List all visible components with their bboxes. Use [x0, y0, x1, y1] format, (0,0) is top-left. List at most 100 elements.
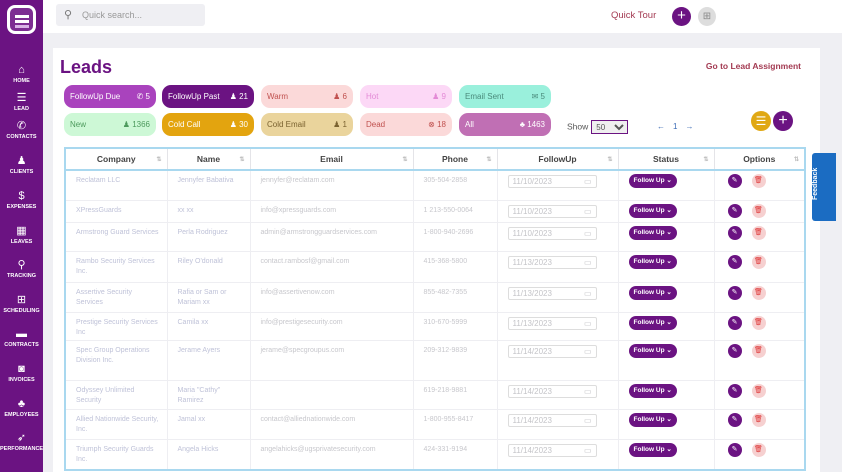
- status-dropdown[interactable]: Follow Up ⌄: [628, 442, 677, 457]
- followup-date-input[interactable]: 11/14/2023 ▭: [507, 344, 597, 358]
- sort-icon[interactable]: ⇅: [402, 157, 408, 163]
- sidebar-item-leaves[interactable]: ▦ LEAVES: [0, 225, 43, 245]
- column-header-phone[interactable]: Phone ⇅: [412, 147, 498, 171]
- company-cell[interactable]: Allied Nationwide Security, Inc.: [64, 408, 168, 440]
- delete-icon[interactable]: 🗑: [751, 285, 766, 300]
- filter-email-sent[interactable]: Email Sent ✉ 5: [459, 85, 551, 108]
- sidebar-item-tracking[interactable]: ⚲ TRACKING: [0, 259, 43, 279]
- company-cell[interactable]: Armstrong Guard Services: [64, 221, 168, 252]
- prev-page-button[interactable]: ←: [657, 122, 673, 131]
- filter-cold-email[interactable]: Cold Email ♟ 1: [261, 113, 353, 136]
- edit-icon[interactable]: ✎: [727, 174, 742, 188]
- add-lead-button[interactable]: +: [773, 111, 793, 131]
- company-cell[interactable]: Rambo Security Services Inc.: [64, 250, 168, 283]
- followup-date-input[interactable]: 11/14/2023 ▭: [507, 384, 597, 398]
- sidebar-item-expenses[interactable]: $ EXPENSES: [0, 190, 43, 210]
- filter-new[interactable]: New ♟ 1366: [64, 113, 156, 136]
- column-header-options[interactable]: Options ⇅: [713, 147, 806, 171]
- status-dropdown[interactable]: Follow Up ⌄: [628, 412, 677, 427]
- delete-icon[interactable]: 🗑: [751, 343, 766, 358]
- table-row[interactable]: Armstrong Guard Services Perla Rodriguez…: [64, 221, 806, 252]
- search-input[interactable]: ⚲ Quick search...: [56, 4, 205, 26]
- status-dropdown[interactable]: Follow Up ⌄: [628, 315, 677, 330]
- edit-icon[interactable]: ✎: [727, 285, 742, 300]
- edit-icon[interactable]: ✎: [727, 315, 742, 330]
- company-cell[interactable]: Prestige Security Services Inc: [64, 311, 168, 341]
- sidebar-item-invoices[interactable]: ◙ INVOICES: [0, 363, 43, 383]
- followup-date-input[interactable]: 11/10/2023 ▭: [507, 204, 597, 218]
- delete-icon[interactable]: 🗑: [751, 174, 766, 188]
- sort-icon[interactable]: ⇅: [239, 157, 245, 163]
- filter-all[interactable]: All ♣ 1463: [459, 113, 551, 136]
- followup-date-input[interactable]: 11/14/2023 ▭: [507, 413, 597, 427]
- delete-icon[interactable]: 🗑: [751, 225, 766, 240]
- followup-date-input[interactable]: 11/10/2023 ▭: [507, 175, 597, 188]
- table-row[interactable]: Allied Nationwide Security, Inc. Jamal x…: [64, 408, 806, 440]
- sort-icon[interactable]: ⇅: [607, 157, 613, 163]
- feedback-tab[interactable]: Feedback: [812, 153, 836, 221]
- sort-icon[interactable]: ⇅: [156, 157, 162, 163]
- followup-date-input[interactable]: 11/13/2023 ▭: [507, 316, 597, 330]
- status-dropdown[interactable]: Follow Up ⌄: [628, 203, 677, 218]
- filter-hot[interactable]: Hot ♟ 9: [360, 85, 452, 108]
- page-number[interactable]: 1: [673, 122, 686, 131]
- edit-icon[interactable]: ✎: [727, 442, 742, 457]
- company-cell[interactable]: Triumph Security Guards Inc.: [64, 438, 168, 471]
- sidebar-item-lead[interactable]: ☰ LEAD: [0, 92, 43, 112]
- quick-tour-link[interactable]: Quick Tour: [611, 10, 657, 21]
- next-page-button[interactable]: →: [685, 122, 702, 131]
- status-dropdown[interactable]: Follow Up ⌄: [628, 254, 677, 269]
- status-dropdown[interactable]: Follow Up ⌄: [628, 225, 677, 240]
- company-cell[interactable]: Assertive Security Services: [64, 281, 168, 313]
- table-row[interactable]: Reclatam LLC Jennyfer Babativa jennyfer@…: [64, 169, 806, 201]
- company-cell[interactable]: Reclatam LLC: [64, 169, 168, 201]
- followup-date-input[interactable]: 11/10/2023 ▭: [507, 226, 597, 240]
- add-icon[interactable]: +: [672, 7, 691, 26]
- table-row[interactable]: Spec Group Operations Division Inc. Jera…: [64, 339, 806, 381]
- edit-icon[interactable]: ✎: [727, 203, 742, 218]
- delete-icon[interactable]: 🗑: [751, 412, 766, 427]
- table-row[interactable]: Rambo Security Services Inc. Riley O'don…: [64, 250, 806, 283]
- edit-icon[interactable]: ✎: [727, 254, 742, 269]
- apps-grid-icon[interactable]: ⊞: [698, 7, 716, 26]
- page-size-select[interactable]: 50: [591, 120, 629, 134]
- table-row[interactable]: Triumph Security Guards Inc. Angela Hick…: [64, 438, 806, 471]
- edit-icon[interactable]: ✎: [727, 225, 742, 240]
- status-dropdown[interactable]: Follow Up ⌄: [628, 343, 677, 358]
- delete-icon[interactable]: 🗑: [751, 442, 766, 457]
- column-header-company[interactable]: Company ⇅: [64, 147, 168, 171]
- company-cell[interactable]: XPressGuards: [64, 199, 168, 223]
- column-header-status[interactable]: Status ⇅: [617, 147, 715, 171]
- company-cell[interactable]: Odyssey Unlimited Security: [64, 379, 168, 410]
- column-header-followup[interactable]: FollowUp ⇅: [496, 147, 619, 171]
- delete-icon[interactable]: 🗑: [751, 383, 766, 398]
- table-row[interactable]: Odyssey Unlimited Security Maria "Cathy"…: [64, 379, 806, 410]
- edit-icon[interactable]: ✎: [727, 383, 742, 398]
- column-header-name[interactable]: Name ⇅: [166, 147, 251, 171]
- sidebar-item-clients[interactable]: ♟ CLIENTS: [0, 155, 43, 175]
- sort-icon[interactable]: ⇅: [703, 157, 709, 163]
- filter-followup-past[interactable]: FollowUp Past ♟ 21: [162, 85, 254, 108]
- filter-dead[interactable]: Dead ⊗ 18: [360, 113, 452, 136]
- sidebar-item-contacts[interactable]: ✆ CONTACTS: [0, 120, 43, 140]
- filter-warm[interactable]: Warm ♟ 6: [261, 85, 353, 108]
- followup-date-input[interactable]: 11/13/2023 ▭: [507, 286, 597, 300]
- sidebar-item-performance[interactable]: ➶ PERFORMANCE: [0, 432, 43, 452]
- table-row[interactable]: Prestige Security Services Inc Camila xx…: [64, 311, 806, 341]
- status-dropdown[interactable]: Follow Up ⌄: [628, 285, 677, 300]
- status-dropdown[interactable]: Follow Up ⌄: [628, 383, 677, 398]
- sidebar-item-home[interactable]: ⌂ HOME: [0, 64, 43, 84]
- delete-icon[interactable]: 🗑: [751, 203, 766, 218]
- filter-cold-call[interactable]: Cold Call ♟ 30: [162, 113, 254, 136]
- sort-icon[interactable]: ⇅: [486, 157, 492, 163]
- sidebar-item-scheduling[interactable]: ⊞ SCHEDULING: [0, 294, 43, 314]
- followup-date-input[interactable]: 11/14/2023 ▭: [507, 443, 597, 457]
- filter-followup-due[interactable]: FollowUp Due ✆ 5: [64, 85, 156, 108]
- sidebar-item-contracts[interactable]: ▬ CONTRACTS: [0, 328, 43, 348]
- column-header-email[interactable]: Email ⇅: [249, 147, 414, 171]
- app-logo[interactable]: [7, 5, 36, 34]
- delete-icon[interactable]: 🗑: [751, 315, 766, 330]
- status-dropdown[interactable]: Follow Up ⌄: [628, 174, 677, 188]
- filter-sliders-icon[interactable]: ☰: [751, 111, 771, 131]
- table-row[interactable]: Assertive Security Services Rafia or Sam…: [64, 281, 806, 313]
